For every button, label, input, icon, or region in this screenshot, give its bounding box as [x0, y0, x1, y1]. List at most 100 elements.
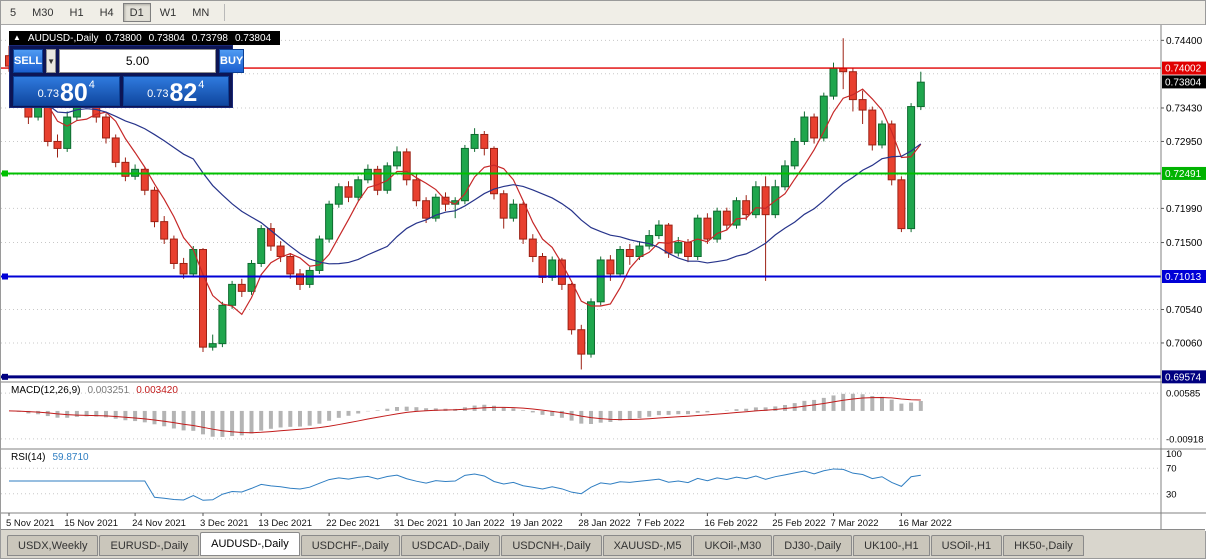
ask-prefix: 0.73: [147, 88, 169, 100]
price-axis-label: 0.70060: [1166, 338, 1203, 349]
candle-body: [742, 200, 751, 216]
candle-body: [878, 123, 886, 146]
macd-signal-line: [8, 396, 921, 434]
candle-body: [645, 235, 654, 247]
chart-tab-audusd[interactable]: AUDUSD-,Daily: [200, 532, 300, 556]
macd-axis-label: 0.00585: [1166, 389, 1200, 400]
candle-body: [907, 106, 916, 230]
candle-body: [538, 255, 547, 278]
price-axis: 0.74400 0.73430 0.72950 0.71990 0.71500 0.705…: [1161, 36, 1206, 500]
price-badge-label: 0.73804: [1165, 77, 1202, 88]
macd-panel: [1, 392, 1161, 440]
rsi-name: RSI(14): [11, 452, 46, 463]
timeframe-mn[interactable]: MN: [185, 3, 216, 22]
ask-pipette: 4: [198, 79, 205, 91]
chart-tab-usdx[interactable]: USDX,Weekly: [7, 535, 99, 556]
candle-body: [509, 203, 518, 219]
candle-body: [887, 123, 896, 181]
candle-body: [373, 168, 382, 191]
sell-button[interactable]: SELL: [13, 49, 44, 73]
chart-tab-hk50[interactable]: HK50-,Daily: [1003, 535, 1084, 556]
ohlc-high: 0.73804: [148, 32, 185, 44]
candle-body: [218, 304, 227, 345]
time-axis-label: 15 Nov 2021: [64, 518, 118, 529]
candle-body: [354, 179, 363, 198]
bid-pipette: 4: [88, 79, 95, 91]
ohlc-open: 0.73800: [105, 32, 142, 44]
ask-big-digits: 82: [169, 78, 198, 107]
candle-body: [460, 147, 469, 202]
timeframe-h4[interactable]: H4: [93, 3, 121, 22]
chart-tab-usoil[interactable]: USOil-,H1: [930, 535, 1003, 556]
timeframe-5[interactable]: 5: [3, 3, 23, 22]
candle-body: [383, 165, 392, 191]
time-axis-label: 28 Jan 2022: [578, 518, 630, 529]
candle-body: [654, 224, 663, 237]
price-badge: [1162, 370, 1206, 384]
macd-signal-value: 0.003420: [136, 385, 178, 396]
volume-input[interactable]: [59, 49, 217, 73]
bid-price[interactable]: 0.73 80 4: [13, 76, 120, 106]
buy-button[interactable]: BUY: [219, 49, 245, 73]
chart-tab-eurusd[interactable]: EURUSD-,Daily: [99, 535, 200, 556]
candle-body: [722, 210, 731, 226]
price-axis-label: 0.71500: [1166, 238, 1203, 249]
chart-canvas[interactable]: 0.744000.734300.729500.719900.715000.705…: [1, 25, 1206, 531]
candle-body: [315, 238, 324, 271]
candle-body: [257, 228, 266, 264]
timeframe-w1[interactable]: W1: [153, 3, 184, 22]
candle-body: [102, 116, 110, 139]
chart-tab-dj30[interactable]: DJ30-,Daily: [773, 535, 853, 556]
time-axis-label: 10 Jan 2022: [452, 518, 504, 529]
ask-price[interactable]: 0.73 82 4: [122, 76, 229, 107]
chart-title: AUDUSD-,Daily: [27, 32, 99, 44]
chart-tab-xauusd[interactable]: XAUUSD-,M5: [602, 535, 693, 556]
chart-tab-uk100[interactable]: UK100-,H1: [853, 535, 930, 556]
candle-body: [567, 283, 576, 331]
candle-body: [179, 262, 188, 275]
candle-body: [441, 196, 450, 205]
candle-body: [237, 283, 246, 292]
volume-dropdown[interactable]: ▼: [46, 49, 57, 73]
macd-label: MACD(12,26,9) 0.003251 0.003420: [11, 385, 178, 396]
candle-body: [470, 133, 479, 149]
candle-body: [480, 133, 489, 149]
candle-body: [674, 242, 683, 254]
line-anchor-marker: [2, 170, 8, 177]
timeframe-h1[interactable]: H1: [63, 3, 91, 22]
ma-fast-line: [8, 65, 922, 316]
candle-body: [751, 186, 760, 216]
chart-tab-usdchf[interactable]: USDCHF-,Daily: [300, 535, 400, 556]
timeframe-d1[interactable]: D1: [122, 3, 151, 22]
time-axis-label: 31 Dec 2021: [394, 518, 448, 529]
time-axis-label: 24 Nov 2021: [132, 518, 186, 529]
candle-body: [587, 301, 595, 355]
price-axis-label: 0.70540: [1166, 305, 1203, 316]
candle-body: [111, 137, 120, 163]
price-badge: [1162, 75, 1206, 89]
candle-body: [431, 196, 440, 219]
price-axis-label: 0.74400: [1166, 36, 1203, 47]
chart-tab-ukoil[interactable]: UKOil-,M30: [693, 535, 773, 556]
timeframe-m30[interactable]: M30: [25, 3, 60, 22]
macd-axis-label: -0.00918: [1166, 434, 1204, 445]
chart-tab-usdcad[interactable]: USDCAD-,Daily: [400, 535, 501, 556]
price-axis-label: 0.73430: [1166, 103, 1203, 114]
candle-body: [819, 95, 828, 139]
candle-body: [713, 210, 722, 240]
time-axis-label: 19 Jan 2022: [510, 518, 562, 529]
candle-body: [703, 217, 712, 240]
candle-body: [848, 71, 857, 101]
candle-body: [606, 259, 615, 275]
time-axis-label: 7 Feb 2022: [637, 518, 685, 529]
chart-window: 0.74400 0.73430 0.72950 0.71990 0.71500 0.705…: [1, 25, 1206, 531]
candle-body: [325, 203, 334, 240]
candle-body: [296, 273, 304, 285]
candle-body: [344, 186, 353, 198]
price-badge-label: 0.74002: [1165, 64, 1202, 75]
time-axis-label: 5 Nov 2021: [6, 518, 55, 529]
candle-body: [266, 228, 275, 247]
chart-tab-usdcnh[interactable]: USDCNH-,Daily: [501, 535, 602, 556]
